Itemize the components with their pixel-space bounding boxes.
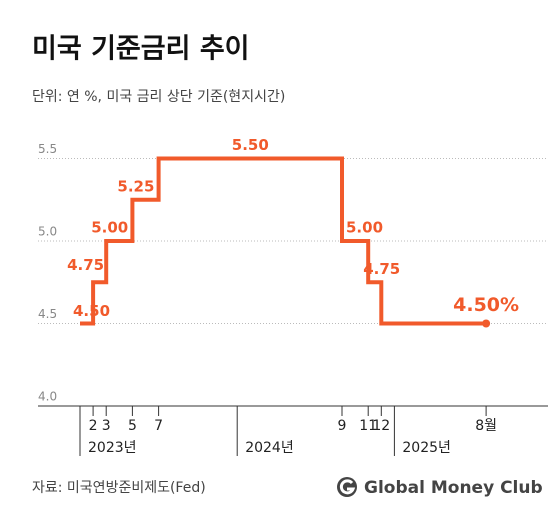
x-tick-label: 7 bbox=[154, 418, 163, 434]
x-tick-label: 8월 bbox=[475, 418, 497, 434]
value-label: 4.75 bbox=[67, 256, 104, 274]
value-label: 5.50 bbox=[232, 136, 269, 154]
logo-glyph bbox=[339, 479, 356, 495]
x-tick-label: 2 bbox=[89, 418, 98, 434]
value-label: 4.50 bbox=[73, 302, 110, 320]
value-label: 5.00 bbox=[346, 219, 383, 237]
x-tick-label: 11 bbox=[359, 418, 377, 434]
x-tick-label: 5 bbox=[128, 418, 137, 434]
value-label: 5.00 bbox=[91, 219, 128, 237]
y-tick-label: 4.0 bbox=[38, 390, 57, 404]
y-tick-label: 5.0 bbox=[38, 225, 57, 239]
x-tick-label: 12 bbox=[372, 418, 390, 434]
brand: Global Money Club bbox=[364, 478, 543, 498]
x-tick-label: 3 bbox=[102, 418, 111, 434]
rate-line bbox=[80, 156, 487, 326]
chart-title: 미국 기준금리 추이 bbox=[32, 34, 250, 65]
source: 자료: 미국연방준비제도(Fed) bbox=[32, 480, 206, 496]
year-label: 2023년 bbox=[88, 440, 137, 456]
brand-logo: Global Money Club bbox=[337, 477, 543, 498]
value-label: 5.25 bbox=[117, 177, 154, 195]
value-label: 4.75 bbox=[363, 260, 400, 278]
year-label: 2025년 bbox=[402, 440, 451, 456]
x-tick-label: 9 bbox=[338, 418, 347, 434]
value-label: 4.50% bbox=[453, 294, 519, 316]
y-tick-label: 5.5 bbox=[38, 142, 57, 156]
end-dot bbox=[482, 319, 491, 328]
chart-subtitle: 단위: 연 %, 미국 금리 상단 기준(현지시간) bbox=[32, 89, 285, 105]
y-tick-label: 4.5 bbox=[38, 307, 57, 321]
year-label: 2024년 bbox=[245, 440, 294, 456]
